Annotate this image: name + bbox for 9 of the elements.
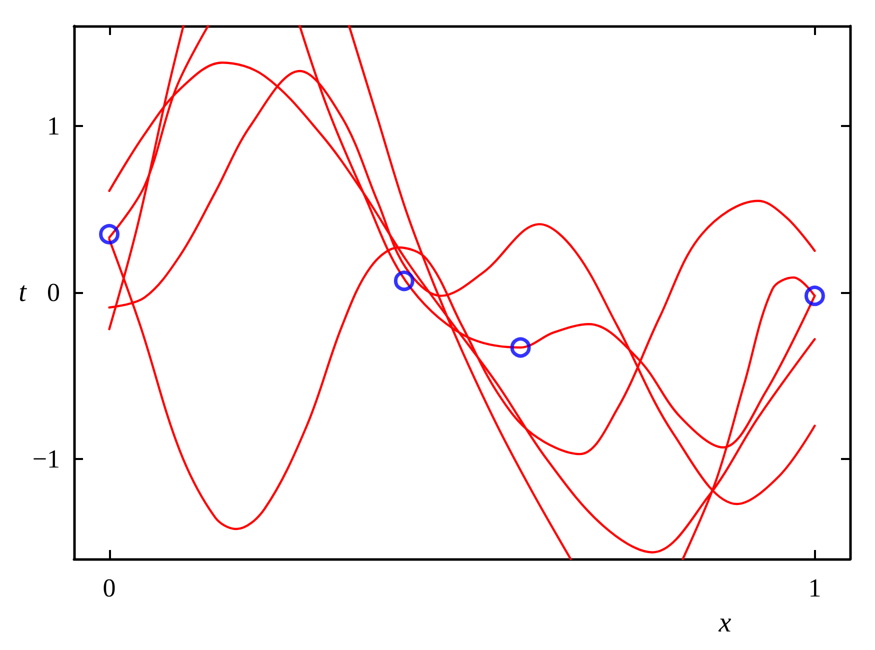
point <box>394 270 414 292</box>
x-axis-title: x <box>718 608 732 638</box>
y-tick-label: 0 <box>47 278 60 307</box>
point <box>510 337 531 358</box>
y-tick-label: 1 <box>47 111 60 140</box>
point <box>804 286 825 306</box>
y-axis-title: t <box>18 277 28 308</box>
point <box>99 224 120 244</box>
y-tick-label: −1 <box>32 444 60 474</box>
